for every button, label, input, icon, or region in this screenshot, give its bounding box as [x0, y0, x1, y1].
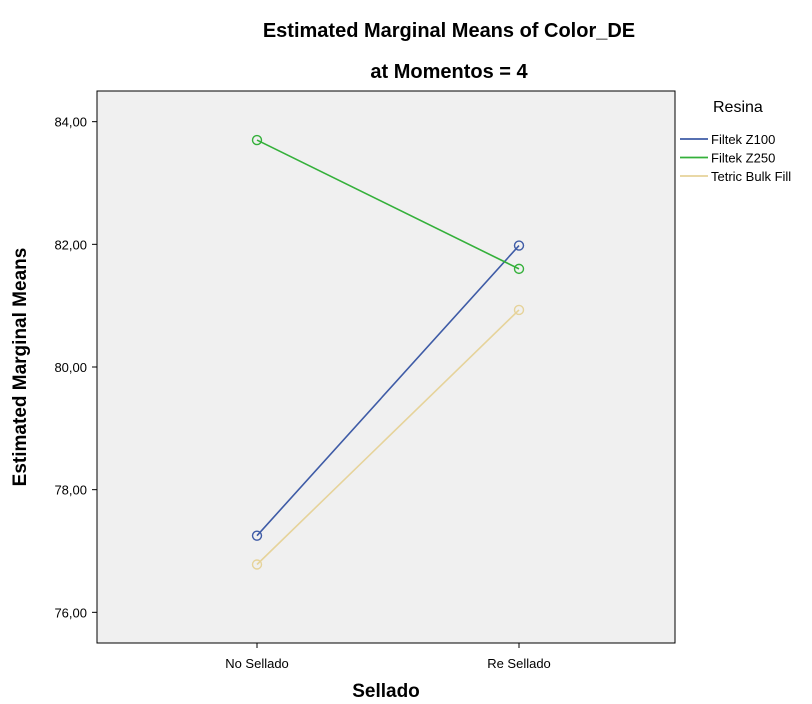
- x-axis: No Sellado Re Sellado: [225, 643, 551, 671]
- data-point: [513, 304, 525, 316]
- legend: Resina Filtek Z100 Filtek Z250 Tetric Bulk…: [680, 99, 791, 184]
- y-tick-label: 82,00: [54, 237, 87, 252]
- y-tick-label: 80,00: [54, 360, 87, 375]
- plot-area: [96, 90, 676, 644]
- data-point: [513, 240, 525, 251]
- chart-title: Estimated Marginal Means of Color_DE: [263, 20, 635, 42]
- y-tick-label: 78,00: [54, 483, 87, 498]
- series-line: [256, 245, 520, 537]
- legend-title: Resina: [713, 99, 763, 116]
- y-axis-title: Estimated Marginal Means: [10, 248, 31, 487]
- legend-label: Filtek Z250: [711, 151, 775, 166]
- y-axis: 76,00 78,00 80,00 82,00 84,00: [54, 115, 97, 620]
- data-point: [251, 559, 263, 570]
- series-layer: [251, 134, 525, 570]
- chart-subtitle: at Momentos = 4: [370, 61, 528, 83]
- series-line: [256, 309, 520, 566]
- data-point: [251, 530, 263, 541]
- x-tick-label: No Sellado: [225, 656, 289, 671]
- data-point: [513, 263, 525, 275]
- data-point: [251, 134, 263, 146]
- legend-label: Filtek Z100: [711, 132, 775, 147]
- x-tick-label: Re Sellado: [487, 656, 551, 671]
- x-axis-title: Sellado: [352, 681, 420, 702]
- series-line: [256, 139, 520, 270]
- legend-label: Tetric Bulk Fill: [711, 169, 791, 184]
- y-tick-label: 76,00: [54, 605, 87, 620]
- y-tick-label: 84,00: [54, 115, 87, 130]
